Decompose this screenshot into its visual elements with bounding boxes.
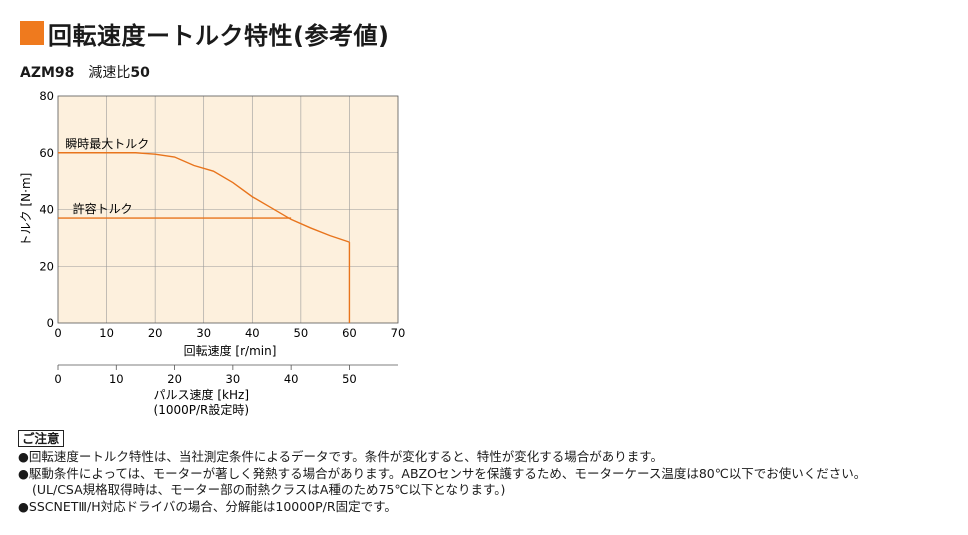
secondary-tick-label: 10 — [109, 372, 124, 386]
page-title-row: 回転速度ートルク特性(参考値) — [20, 18, 390, 50]
secondary-tick-label: 40 — [284, 372, 299, 386]
secondary-tick-label: 50 — [342, 372, 357, 386]
x-tick-label: 60 — [342, 326, 357, 340]
model-name: AZM98 — [20, 65, 75, 81]
secondary-tick-label: 0 — [54, 372, 61, 386]
x-tick-label: 50 — [294, 326, 309, 340]
note-item: (UL/CSA規格取得時は、モーター部の耐熱クラスはA種のため75℃以下となりま… — [32, 482, 506, 497]
x-tick-label: 70 — [391, 326, 406, 340]
note-item: ●回転速度ートルク特性は、当社測定条件によるデータです。条件が変化すると、特性が… — [18, 449, 664, 464]
x-tick-label: 0 — [54, 326, 61, 340]
series-line-max-torque — [58, 152, 350, 243]
secondary-axis-label: パルス速度 [kHz] — [154, 387, 249, 402]
notes-section: ご注意 ●回転速度ートルク特性は、当社測定条件によるデータです。条件が変化すると… — [18, 430, 958, 515]
x-axis-label: 回転速度 [r/min] — [184, 343, 277, 358]
notes-heading: ご注意 — [18, 430, 64, 447]
ratio-label: 減速比 — [88, 65, 131, 81]
secondary-axis-sublabel: (1000P/R設定時) — [154, 402, 250, 417]
x-tick-label: 20 — [148, 326, 163, 340]
note-item: ●SSCNETⅢ/H対応ドライバの場合、分解能は10000P/R固定です。 — [18, 498, 397, 514]
page-title: 回転速度ートルク特性(参考値) — [48, 21, 390, 50]
x-tick-label: 40 — [245, 326, 260, 340]
y-tick-label: 80 — [39, 89, 54, 103]
x-tick-label: 30 — [196, 326, 211, 340]
series-label-rated-torque: 許容トルク — [73, 201, 133, 216]
torque-chart: 0 20 40 60 80 0 10 20 30 40 50 60 70 回転速度 [r/min] トルク … — [19, 89, 406, 417]
y-axis-label: トルク [N·m] — [19, 173, 33, 247]
y-tick-label: 60 — [39, 146, 54, 160]
y-tick-label: 40 — [39, 203, 54, 217]
x-tick-label: 10 — [99, 326, 114, 340]
ratio-value: 50 — [130, 65, 150, 81]
secondary-tick-label: 20 — [167, 372, 182, 386]
y-tick-label: 20 — [39, 259, 54, 273]
series-label-max-torque: 瞬時最大トルク — [65, 137, 149, 151]
plot-frame — [57, 95, 399, 324]
note-item: ●駆動条件によっては、モーターが著しく発熱する場合があります。ABZOセンサを保… — [18, 465, 867, 481]
y-tick-label: 0 — [47, 316, 54, 330]
model-info: AZM98 減速比50 — [20, 62, 150, 82]
secondary-tick-label: 30 — [226, 372, 241, 386]
title-square-icon — [20, 21, 44, 45]
